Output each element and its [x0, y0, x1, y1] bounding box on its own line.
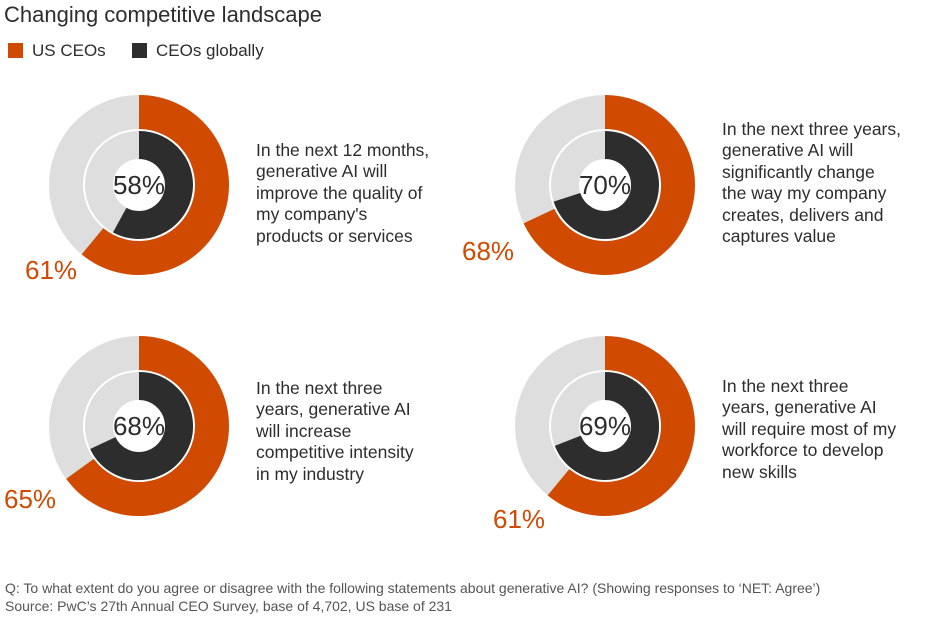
legend-label-ceos-globally: CEOs globally — [156, 41, 264, 60]
donut-panel-1: 58% 61% In the next 12 months, generativ… — [0, 85, 460, 325]
us-ceos-value-1: 61% — [25, 255, 77, 285]
donut-chart-3: 68% 65% — [4, 336, 229, 516]
ceos-globally-arc-2 — [553, 131, 659, 239]
donut-chart-1: 58% 61% — [25, 95, 229, 285]
statement-2: In the next three years, generative AI w… — [722, 119, 901, 247]
donut-panel-4: 69% 61% In the next three years, generat… — [466, 326, 926, 566]
footnote-question: Q: To what extent do you agree or disagr… — [5, 580, 821, 596]
us-ceos-arc-1 — [81, 95, 229, 275]
donut-chart-4: 69% 61% — [493, 336, 695, 534]
us-ceos-arc-3 — [66, 336, 229, 516]
us-ceos-arc-4 — [547, 336, 695, 516]
ceos-globally-value-1: 58% — [113, 170, 165, 200]
donut-panel-3: 68% 65% In the next three years, generat… — [0, 326, 460, 566]
legend-swatch-ceos-globally — [132, 43, 147, 58]
ceos-globally-value-2: 70% — [579, 170, 631, 200]
us-ceos-value-4: 61% — [493, 504, 545, 534]
ceos-globally-value-4: 69% — [579, 411, 631, 441]
statement-1: In the next 12 months, generative AI wil… — [256, 140, 430, 246]
legend-label-us-ceos: US CEOs — [32, 41, 106, 60]
us-ceos-arc-2 — [523, 95, 695, 275]
chart-title: Changing competitive landscape — [4, 2, 322, 27]
statement-3: In the next three years, generative AI w… — [256, 378, 414, 484]
donut-chart-2: 70% 68% — [462, 95, 695, 275]
us-ceos-value-2: 68% — [462, 236, 514, 266]
statement-4: In the next three years, generative AI w… — [722, 376, 897, 482]
ceos-globally-arc-4 — [554, 372, 659, 480]
legend-swatch-us-ceos — [8, 43, 23, 58]
us-ceos-value-3: 65% — [4, 484, 56, 514]
footnote-source: Source: PwC’s 27th Annual CEO Survey, ba… — [5, 598, 452, 614]
ceos-globally-arc-1 — [113, 131, 193, 239]
donut-panel-2: 70% 68% In the next three years, generat… — [462, 85, 926, 325]
ceos-globally-value-3: 68% — [113, 411, 165, 441]
ceos-globally-arc-3 — [90, 372, 193, 480]
